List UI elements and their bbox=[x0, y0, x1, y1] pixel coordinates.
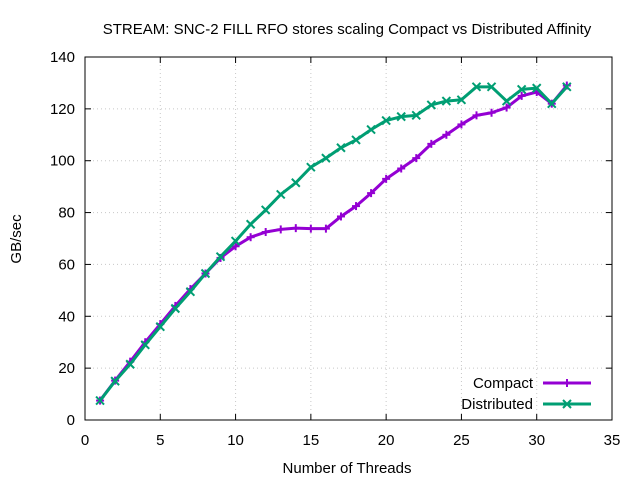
data-point-distributed bbox=[125, 359, 135, 369]
legend-item-distributed: Distributed bbox=[461, 396, 591, 413]
x-tick-label: 30 bbox=[528, 432, 545, 449]
data-point-compact bbox=[246, 233, 255, 242]
data-point-distributed bbox=[351, 135, 361, 145]
x-tick-label: 20 bbox=[378, 432, 395, 449]
data-point-distributed bbox=[140, 340, 150, 350]
y-tick-label: 100 bbox=[50, 153, 75, 170]
legend-marker-compact bbox=[563, 379, 571, 387]
grid-lines bbox=[85, 57, 612, 420]
data-point-compact bbox=[427, 139, 436, 148]
data-point-compact bbox=[321, 224, 330, 233]
series-line-compact bbox=[98, 84, 568, 402]
data-point-distributed bbox=[562, 82, 572, 92]
data-point-distributed bbox=[501, 96, 512, 106]
y-axis-label: GB/sec bbox=[8, 214, 25, 264]
data-point-compact bbox=[412, 154, 421, 163]
data-point-distributed bbox=[185, 286, 196, 297]
legend-label-compact: Compact bbox=[473, 375, 534, 392]
y-tick-label: 120 bbox=[50, 101, 75, 118]
x-axis-label: Number of Threads bbox=[283, 460, 412, 477]
data-point-compact bbox=[397, 164, 406, 173]
x-tick-label: 0 bbox=[81, 432, 89, 449]
data-point-distributed bbox=[200, 268, 211, 279]
data-point-compact bbox=[472, 111, 481, 120]
data-point-distributed bbox=[170, 303, 181, 314]
y-tick-label: 80 bbox=[58, 205, 75, 222]
data-point-distributed bbox=[306, 162, 316, 172]
series-layer bbox=[95, 81, 572, 406]
axis-ticks: 0 20 40 60 80 100 120 140 0 5 10 15 20 25 30 35 bbox=[50, 49, 620, 449]
data-point-compact bbox=[382, 174, 391, 183]
data-point-distributed bbox=[276, 189, 286, 200]
legend-item-compact: Compact bbox=[473, 375, 591, 392]
data-point-compact bbox=[502, 103, 511, 112]
data-point-distributed bbox=[260, 205, 271, 215]
data-point-compact bbox=[336, 212, 345, 221]
data-point-distributed bbox=[155, 321, 165, 332]
plot-area-frame bbox=[84, 56, 613, 421]
data-point-distributed bbox=[547, 98, 557, 109]
y-tick-label: 140 bbox=[50, 49, 75, 66]
data-point-distributed bbox=[291, 178, 301, 188]
chart-title: STREAM: SNC-2 FILL RFO stores scaling Co… bbox=[103, 21, 592, 38]
data-point-distributed bbox=[426, 100, 437, 110]
data-point-distributed bbox=[396, 111, 406, 122]
series-line-distributed bbox=[98, 85, 568, 402]
data-point-distributed bbox=[245, 219, 256, 229]
data-point-distributed bbox=[441, 96, 452, 106]
data-point-compact bbox=[306, 224, 315, 233]
x-tick-label: 5 bbox=[156, 432, 164, 449]
data-point-distributed bbox=[456, 95, 467, 105]
data-point-compact bbox=[231, 242, 240, 251]
series-compact bbox=[96, 81, 571, 405]
data-point-distributed bbox=[471, 82, 482, 92]
x-tick-label: 15 bbox=[303, 432, 320, 449]
data-point-distributed bbox=[230, 236, 241, 246]
x-tick-label: 10 bbox=[227, 432, 244, 449]
data-point-compact bbox=[261, 228, 270, 237]
legend-marker-distributed bbox=[562, 399, 572, 409]
y-tick-label: 0 bbox=[67, 412, 75, 429]
data-point-distributed bbox=[411, 110, 421, 121]
data-point-distributed bbox=[532, 83, 542, 93]
data-point-distributed bbox=[516, 84, 527, 95]
data-point-compact bbox=[291, 224, 300, 233]
data-point-distributed bbox=[366, 124, 376, 135]
data-point-compact bbox=[367, 189, 376, 198]
series-distributed bbox=[95, 82, 572, 406]
data-point-compact bbox=[487, 108, 496, 117]
data-point-compact bbox=[352, 202, 361, 211]
y-tick-label: 60 bbox=[58, 256, 75, 273]
y-tick-label: 40 bbox=[58, 308, 75, 325]
data-point-distributed bbox=[381, 115, 391, 126]
data-point-distributed bbox=[95, 395, 105, 406]
data-point-distributed bbox=[321, 153, 331, 163]
data-point-distributed bbox=[110, 376, 120, 386]
y-tick-label: 20 bbox=[58, 360, 75, 377]
data-point-compact bbox=[276, 225, 285, 234]
data-point-compact bbox=[517, 91, 526, 100]
data-point-distributed bbox=[486, 82, 497, 92]
legend-label-distributed: Distributed bbox=[461, 396, 533, 413]
x-tick-label: 25 bbox=[453, 432, 470, 449]
data-point-compact bbox=[457, 120, 466, 129]
data-point-distributed bbox=[336, 143, 346, 153]
data-point-distributed bbox=[215, 251, 226, 262]
legend: Compact Distributed bbox=[461, 375, 591, 413]
x-tick-label: 35 bbox=[604, 432, 621, 449]
data-point-compact bbox=[442, 130, 451, 139]
